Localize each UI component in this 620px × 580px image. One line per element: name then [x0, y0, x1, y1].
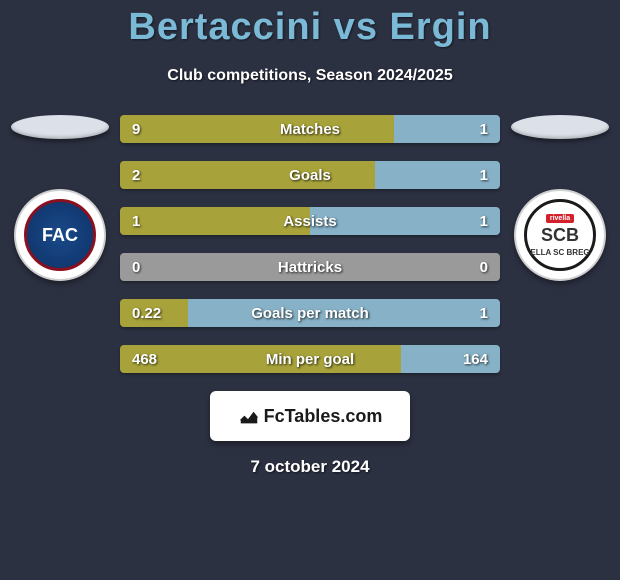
stat-value-right: 1	[480, 121, 488, 138]
scb-badge-sub: ELLA SC BREG	[530, 248, 589, 257]
stat-row: 468164Min per goal	[120, 345, 500, 373]
player-left-avatar-placeholder	[11, 115, 109, 139]
scb-badge-text: SCB	[541, 225, 579, 246]
stat-row: 11Assists	[120, 207, 500, 235]
right-side: rivella SCB ELLA SC BREG	[500, 115, 620, 281]
brand-label: FcTables.com	[238, 405, 383, 427]
stat-row: 91Matches	[120, 115, 500, 143]
brand-card[interactable]: FcTables.com	[210, 391, 410, 441]
stat-value-left: 9	[132, 121, 140, 138]
fac-badge-text: FAC	[42, 226, 78, 244]
left-side: FAC	[0, 115, 120, 281]
stat-bar-left: 468	[120, 345, 401, 373]
stat-value-left: 468	[132, 351, 157, 368]
stat-bar-right: 1	[375, 161, 500, 189]
stat-bar-right: 1	[188, 299, 500, 327]
stat-row: 0.221Goals per match	[120, 299, 500, 327]
scb-badge-top: rivella	[546, 214, 574, 223]
stat-bar-left: 9	[120, 115, 394, 143]
stat-value-left: 2	[132, 167, 140, 184]
stat-value-left: 1	[132, 213, 140, 230]
stat-row: 21Goals	[120, 161, 500, 189]
subtitle: Club competitions, Season 2024/2025	[0, 67, 620, 85]
stat-bar-left: 2	[120, 161, 375, 189]
stat-bar-left: 0.22	[120, 299, 188, 327]
stat-value-right: 0	[480, 259, 488, 276]
right-team-logo: rivella SCB ELLA SC BREG	[514, 189, 606, 281]
stat-value-right: 1	[480, 305, 488, 322]
stat-row: 00Hattricks	[120, 253, 500, 281]
date-text: 7 october 2024	[0, 457, 620, 477]
stat-value-right: 164	[463, 351, 488, 368]
fac-badge: FAC	[24, 199, 96, 271]
stat-bar-left: 1	[120, 207, 310, 235]
stat-bar-left: 0	[120, 253, 310, 281]
player-right-avatar-placeholder	[511, 115, 609, 139]
stat-bars: 91Matches21Goals11Assists00Hattricks0.22…	[120, 115, 500, 373]
chart-icon	[238, 405, 260, 427]
brand-text: FcTables.com	[264, 406, 383, 427]
left-team-logo: FAC	[14, 189, 106, 281]
stat-bar-right: 1	[394, 115, 500, 143]
scb-badge: rivella SCB ELLA SC BREG	[524, 199, 596, 271]
stat-value-left: 0	[132, 259, 140, 276]
page-title: Bertaccini vs Ergin	[0, 0, 620, 49]
stat-value-right: 1	[480, 167, 488, 184]
stat-value-right: 1	[480, 213, 488, 230]
stat-value-left: 0.22	[132, 305, 161, 322]
stat-bar-right: 1	[310, 207, 500, 235]
stat-bar-right: 0	[310, 253, 500, 281]
stat-bar-right: 164	[401, 345, 500, 373]
comparison-content: FAC 91Matches21Goals11Assists00Hattricks…	[0, 115, 620, 373]
